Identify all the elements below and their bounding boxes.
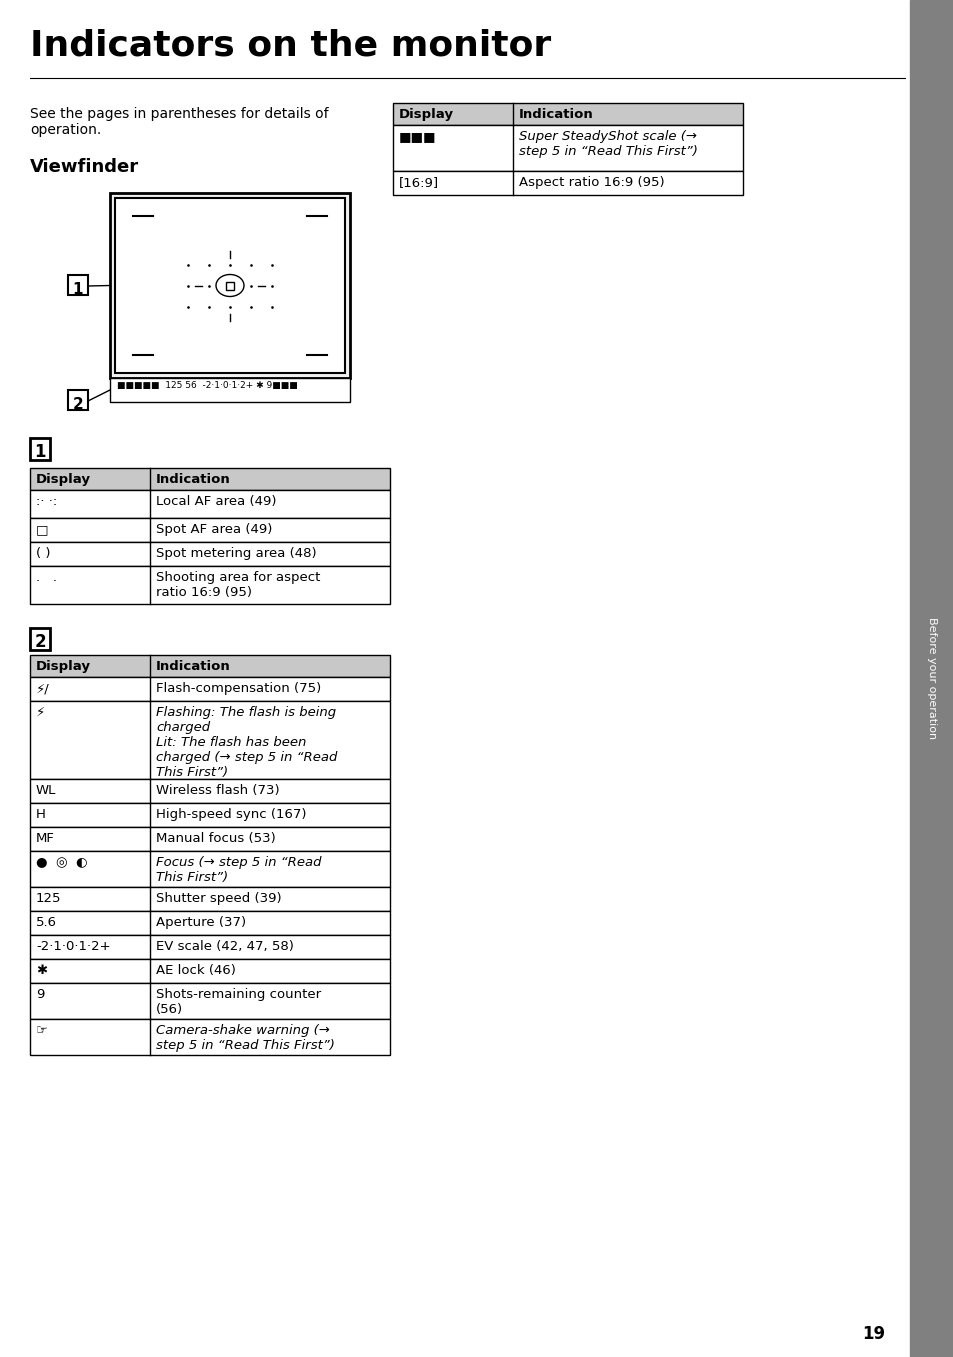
Bar <box>30 1019 390 1054</box>
Bar <box>30 826 390 851</box>
Text: Display: Display <box>36 660 91 673</box>
Text: Shooting area for aspect
ratio 16:9 (95): Shooting area for aspect ratio 16:9 (95) <box>156 571 320 598</box>
FancyBboxPatch shape <box>30 628 50 650</box>
Text: EV scale (42, 47, 58): EV scale (42, 47, 58) <box>156 940 294 953</box>
Text: .   .: . . <box>36 571 57 584</box>
Text: Before your operation: Before your operation <box>926 617 936 740</box>
Text: Manual focus (53): Manual focus (53) <box>156 832 275 845</box>
Text: Indication: Indication <box>156 474 231 486</box>
FancyBboxPatch shape <box>30 438 50 460</box>
Text: Camera-shake warning (→
step 5 in “Read This First”): Camera-shake warning (→ step 5 in “Read … <box>156 1025 335 1052</box>
Text: Shots-remaining counter
(56): Shots-remaining counter (56) <box>156 988 321 1016</box>
Text: WL: WL <box>36 784 56 797</box>
Bar <box>30 655 390 677</box>
Bar <box>30 803 390 826</box>
Bar <box>115 198 345 373</box>
Text: ⚡/: ⚡/ <box>36 683 50 695</box>
Bar <box>393 103 742 125</box>
Bar <box>30 959 390 982</box>
Text: Shutter speed (39): Shutter speed (39) <box>156 892 281 905</box>
Text: 1: 1 <box>34 442 46 461</box>
Text: Display: Display <box>36 474 91 486</box>
Text: Focus (→ step 5 in “Read
This First”): Focus (→ step 5 in “Read This First”) <box>156 856 321 883</box>
Bar <box>30 935 390 959</box>
Bar <box>393 171 742 195</box>
Bar <box>30 702 390 779</box>
Bar <box>226 281 233 289</box>
FancyBboxPatch shape <box>68 275 88 294</box>
Text: Spot AF area (49): Spot AF area (49) <box>156 522 273 536</box>
Bar <box>30 566 390 604</box>
Text: H: H <box>36 807 46 821</box>
Bar <box>909 0 953 1357</box>
Text: ✱: ✱ <box>36 963 47 977</box>
Bar <box>30 468 390 490</box>
Text: □: □ <box>36 522 49 536</box>
Text: Display: Display <box>398 109 454 121</box>
Text: :· ·:: :· ·: <box>36 495 57 508</box>
Text: Indication: Indication <box>518 109 593 121</box>
Text: Indicators on the monitor: Indicators on the monitor <box>30 28 551 62</box>
Text: AE lock (46): AE lock (46) <box>156 963 235 977</box>
Text: ●  ◎  ◐: ● ◎ ◐ <box>36 856 88 868</box>
Text: 2: 2 <box>72 398 83 413</box>
Bar <box>110 379 350 402</box>
Text: Flash-compensation (75): Flash-compensation (75) <box>156 683 321 695</box>
Bar <box>30 851 390 887</box>
Text: Flashing: The flash is being
charged
Lit: The flash has been
charged (→ step 5 i: Flashing: The flash is being charged Lit… <box>156 706 337 779</box>
Text: Viewfinder: Viewfinder <box>30 157 139 176</box>
Bar <box>30 541 390 566</box>
Bar <box>30 677 390 702</box>
Text: See the pages in parentheses for details of
operation.: See the pages in parentheses for details… <box>30 107 328 137</box>
Text: -2·1·0·1·2+: -2·1·0·1·2+ <box>36 940 111 953</box>
Text: 1: 1 <box>72 282 83 297</box>
Text: 5.6: 5.6 <box>36 916 57 930</box>
FancyBboxPatch shape <box>68 389 88 410</box>
Text: Aspect ratio 16:9 (95): Aspect ratio 16:9 (95) <box>518 176 664 189</box>
Text: 125: 125 <box>36 892 61 905</box>
Text: 19: 19 <box>861 1324 884 1343</box>
Text: ⚡: ⚡ <box>36 706 45 719</box>
Text: [16:9]: [16:9] <box>398 176 438 189</box>
Bar <box>30 518 390 541</box>
Text: MF: MF <box>36 832 55 845</box>
Bar <box>30 982 390 1019</box>
Bar <box>110 193 350 379</box>
Text: High-speed sync (167): High-speed sync (167) <box>156 807 306 821</box>
Bar <box>30 490 390 518</box>
Bar <box>393 125 742 171</box>
Bar <box>30 779 390 803</box>
Text: Super SteadyShot scale (→
step 5 in “Read This First”): Super SteadyShot scale (→ step 5 in “Rea… <box>518 130 698 157</box>
Text: Spot metering area (48): Spot metering area (48) <box>156 547 316 560</box>
Text: ■■■: ■■■ <box>398 130 436 142</box>
Text: Wireless flash (73): Wireless flash (73) <box>156 784 279 797</box>
Bar <box>30 887 390 911</box>
Bar <box>30 911 390 935</box>
Text: ☞: ☞ <box>36 1025 48 1037</box>
Text: Aperture (37): Aperture (37) <box>156 916 246 930</box>
Text: Local AF area (49): Local AF area (49) <box>156 495 276 508</box>
Text: 2: 2 <box>34 632 46 651</box>
Text: 9: 9 <box>36 988 45 1001</box>
Text: Indication: Indication <box>156 660 231 673</box>
Text: ( ): ( ) <box>36 547 51 560</box>
Text: ■■■■■  125 56  -2·1·0·1·2+ ✱ 9■■■: ■■■■■ 125 56 -2·1·0·1·2+ ✱ 9■■■ <box>117 381 297 389</box>
